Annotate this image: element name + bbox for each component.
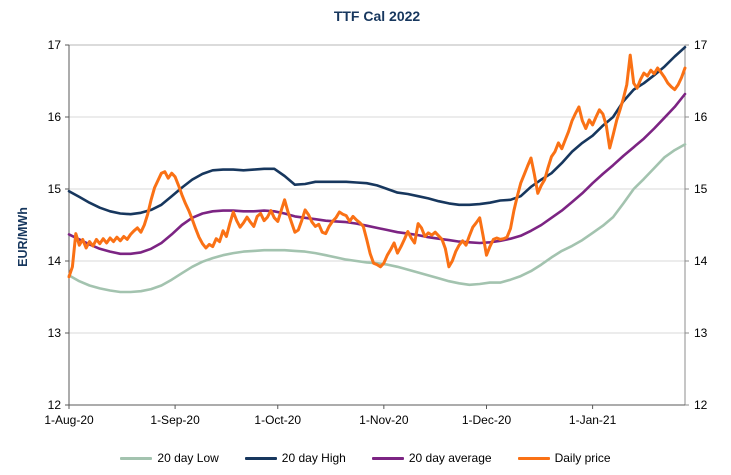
legend: 20 day Low 20 day High 20 day average Da… (0, 445, 731, 471)
y-tick-label-left: 17 (48, 38, 62, 52)
x-tick-label: 1-Sep-20 (150, 413, 200, 427)
legend-item-20-day-high: 20 day High (244, 451, 346, 465)
y-tick-label-left: 13 (48, 326, 62, 340)
x-tick-label: 1-Oct-20 (254, 413, 301, 427)
y-tick-label-right: 15 (694, 182, 708, 196)
x-tick-label: 1-Aug-20 (44, 413, 94, 427)
chart-title: TTF Cal 2022 (333, 8, 421, 24)
line-swatch-20-day-high (244, 456, 277, 460)
y-tick-label-right: 16 (694, 110, 708, 124)
x-tick-label: 1-Nov-20 (359, 413, 409, 427)
legend-item-daily-price: Daily price (517, 451, 611, 465)
legend-label: 20 day Low (157, 451, 219, 465)
x-tick-label: 1-Jan-21 (569, 413, 617, 427)
y-tick-label-left: 12 (48, 398, 62, 412)
y-tick-label-left: 16 (48, 110, 62, 124)
series-line-20-day-low (67, 143, 687, 294)
line-swatch-20-day-average (371, 456, 404, 460)
legend-label: 20 day High (281, 451, 346, 465)
legend-item-20-day-low: 20 day Low (120, 451, 219, 465)
y-tick-label-right: 17 (694, 38, 708, 52)
legend-label: Daily price (554, 451, 611, 465)
legend-item-20-day-average: 20 day average (371, 451, 492, 465)
series-line-20-day-average (67, 92, 687, 256)
line-swatch-daily-price (517, 456, 550, 460)
y-tick-label-right: 14 (694, 254, 708, 268)
series-line-20-day-high (67, 45, 687, 216)
y-tick-label-left: 15 (48, 182, 62, 196)
y-tick-label-left: 14 (48, 254, 62, 268)
y-tick-label-right: 12 (694, 398, 708, 412)
x-tick-label: 1-Dec-20 (462, 413, 512, 427)
legend-label: 20 day average (408, 451, 492, 465)
series-line-daily-price (67, 53, 687, 279)
line-swatch-20-day-low (120, 456, 153, 460)
y-tick-label-right: 13 (694, 326, 708, 340)
